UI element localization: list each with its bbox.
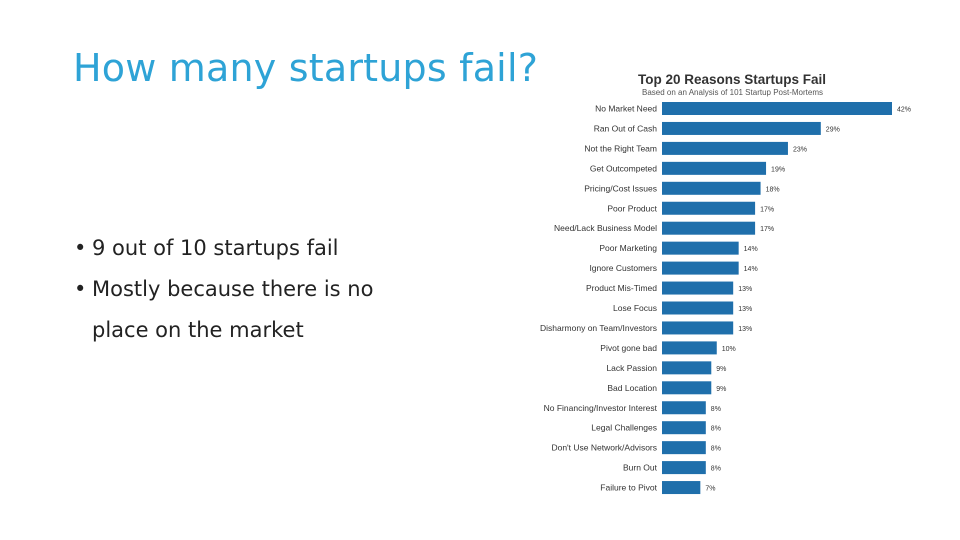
category-label: Need/Lack Business Model	[554, 223, 657, 233]
bar	[662, 121, 821, 135]
value-label: 14%	[744, 246, 758, 253]
category-label: Disharmony on Team/Investors	[540, 323, 657, 333]
value-label: 13%	[738, 306, 752, 313]
value-label: 17%	[760, 226, 774, 233]
category-label: Bad Location	[607, 383, 657, 393]
value-label: 9%	[716, 366, 726, 373]
slide-title: How many startups fail?	[73, 46, 539, 90]
category-label: Product Mis-Timed	[586, 283, 657, 293]
value-label: 13%	[738, 326, 752, 333]
bar	[662, 301, 734, 315]
category-label: Poor Marketing	[599, 243, 657, 253]
value-label: 8%	[711, 406, 721, 413]
value-label: 17%	[760, 206, 774, 213]
bar	[662, 401, 706, 415]
value-label: 19%	[771, 166, 785, 173]
category-label: Pivot gone bad	[600, 343, 657, 353]
bar	[662, 441, 706, 455]
bar	[662, 102, 892, 115]
bar	[662, 381, 712, 395]
chart-title: Top 20 Reasons Startups Fail	[638, 72, 827, 87]
bar	[662, 261, 739, 275]
bar	[662, 141, 788, 155]
bar	[662, 201, 756, 215]
value-label: 10%	[722, 346, 736, 353]
bullet-item: Mostly because there is no place on the …	[74, 269, 392, 351]
value-label: 23%	[793, 146, 807, 153]
value-label: 14%	[744, 266, 758, 273]
category-label: Failure to Pivot	[600, 483, 657, 493]
bar	[662, 321, 734, 335]
bar	[662, 281, 734, 295]
category-label: Poor Product	[607, 203, 657, 213]
bar	[662, 461, 706, 475]
category-label: Pricing/Cost Issues	[584, 183, 657, 193]
value-label: 42%	[897, 107, 911, 114]
bar	[662, 181, 761, 195]
category-label: Don't Use Network/Advisors	[551, 443, 657, 453]
bar	[662, 481, 701, 495]
chart-container: Top 20 Reasons Startups Fail Based on an…	[525, 66, 945, 506]
chart-subtitle: Based on an Analysis of 101 Startup Post…	[642, 88, 823, 97]
category-label: Legal Challenges	[591, 423, 657, 433]
category-label: Not the Right Team	[584, 143, 657, 153]
value-label: 8%	[711, 466, 721, 473]
category-label: Lack Passion	[606, 363, 657, 373]
value-label: 29%	[826, 126, 840, 133]
category-label: No Market Need	[595, 104, 657, 114]
bar	[662, 221, 756, 235]
value-label: 8%	[711, 426, 721, 433]
category-label: Ran Out of Cash	[594, 123, 658, 133]
value-label: 8%	[711, 446, 721, 453]
category-label: Get Outcompeted	[590, 163, 657, 173]
category-label: No Financing/Investor Interest	[544, 403, 658, 413]
value-label: 13%	[738, 286, 752, 293]
bar	[662, 341, 717, 355]
category-label: Burn Out	[623, 463, 658, 473]
bar	[662, 241, 739, 255]
value-label: 7%	[705, 486, 715, 493]
value-label: 18%	[766, 186, 780, 193]
bar	[662, 361, 712, 375]
bullet-item: 9 out of 10 startups fail	[74, 228, 392, 269]
value-label: 9%	[716, 386, 726, 393]
bullet-list: 9 out of 10 startups fail Mostly because…	[74, 228, 392, 351]
bar	[662, 161, 767, 175]
bar-chart: No Market Need 42% Ran Out of Cash 29% Not t…	[540, 102, 911, 495]
bar	[662, 421, 706, 435]
category-label: Ignore Customers	[589, 263, 657, 273]
category-label: Lose Focus	[613, 303, 657, 313]
